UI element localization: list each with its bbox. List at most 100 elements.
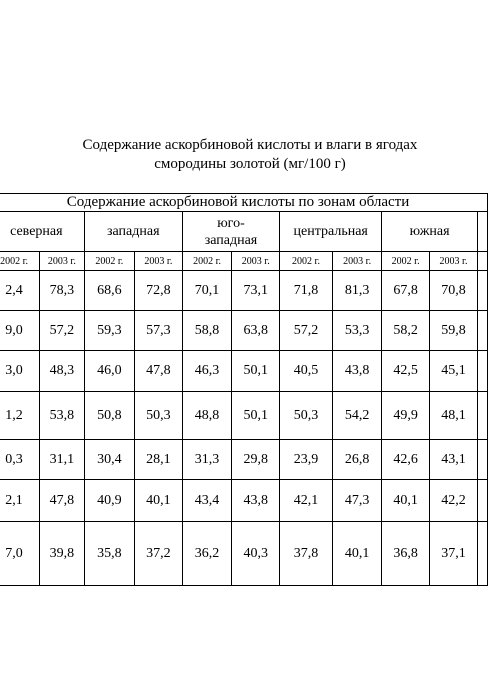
table-cell: 40,1 xyxy=(133,479,183,522)
year-header: 2002 г. xyxy=(181,251,233,271)
zone-label: юго- xyxy=(217,215,245,231)
table-cell: 7,0 xyxy=(0,521,41,586)
table-cell: 46,3 xyxy=(181,350,233,392)
table-cell: 50,3 xyxy=(133,391,183,440)
table-cell: 50,1 xyxy=(231,350,281,392)
table-cell: 40,1 xyxy=(381,479,431,522)
table-cell: 37,1 xyxy=(429,521,478,586)
table-cell: 49,9 xyxy=(381,391,431,440)
table-cell: 70,1 xyxy=(181,270,233,311)
table-cell: 2,4 xyxy=(0,270,41,311)
table-cell: 40,1 xyxy=(331,521,383,586)
group-header-row: Содержание аскорбиновой кислоты по зонам… xyxy=(0,193,488,212)
edge-cell xyxy=(476,479,489,522)
table-cell: 58,8 xyxy=(181,310,233,351)
year-header: 2003 г. xyxy=(231,251,281,271)
year-header: 2003 г. xyxy=(331,251,383,271)
table-cell: 53,3 xyxy=(331,310,383,351)
table-cell: 40,9 xyxy=(83,479,135,522)
table-row: 3,0 48,3 46,0 47,8 46,3 50,1 40,5 43,8 42,5 45,1 xyxy=(0,350,489,392)
table-cell: 58,2 xyxy=(381,310,431,351)
title-line-2: смородины золотой (мг/100 г) xyxy=(154,156,346,172)
table-cell: 36,8 xyxy=(381,521,431,586)
table-cell: 59,8 xyxy=(429,310,478,351)
zone-label: западная xyxy=(204,232,258,248)
table-cell: 57,3 xyxy=(133,310,183,351)
table-cell: 31,3 xyxy=(181,439,233,480)
zone-header: северная xyxy=(0,211,85,252)
table-cell: 39,8 xyxy=(39,521,85,586)
edge-cell xyxy=(476,391,489,440)
table-cell: 9,0 xyxy=(0,310,41,351)
year-header: 2003 г. xyxy=(39,251,85,271)
zone-label: северная xyxy=(10,224,63,239)
edge-cell xyxy=(476,270,489,311)
table-cell: 30,4 xyxy=(83,439,135,480)
zone-header: южная xyxy=(381,211,478,252)
table-cell: 29,8 xyxy=(231,439,281,480)
table-cell: 47,8 xyxy=(133,350,183,392)
document-title: Содержание аскорбиновой кислоты и влаги … xyxy=(0,136,500,174)
table-cell: 45,1 xyxy=(429,350,478,392)
table-cell: 70,8 xyxy=(429,270,478,311)
table-cell: 50,1 xyxy=(231,391,281,440)
table-cell: 0,3 xyxy=(0,439,41,480)
table-cell: 47,3 xyxy=(331,479,383,522)
table-cell: 48,1 xyxy=(429,391,478,440)
table-cell: 28,1 xyxy=(133,439,183,480)
table-row: 2,4 78,3 68,6 72,8 70,1 73,1 71,8 81,3 67,8 70,8 xyxy=(0,270,489,311)
table-row: 1,2 53,8 50,8 50,3 48,8 50,1 50,3 54,2 49,9 48,1 xyxy=(0,391,489,440)
edge-cell xyxy=(476,251,489,271)
table-cell: 73,1 xyxy=(231,270,281,311)
edge-cell xyxy=(476,310,489,351)
table-row: 9,0 57,2 59,3 57,3 58,8 63,8 57,2 53,3 58,2 59,8 xyxy=(0,310,489,351)
table-cell: 59,3 xyxy=(83,310,135,351)
table-cell: 67,8 xyxy=(381,270,431,311)
table-cell: 36,2 xyxy=(181,521,233,586)
zone-header: юго-западная xyxy=(181,211,281,252)
table-cell: 71,8 xyxy=(279,270,333,311)
zone-header: центральная xyxy=(279,211,383,252)
table-cell: 43,1 xyxy=(429,439,478,480)
year-header: 2002 г. xyxy=(279,251,333,271)
table-cell: 78,3 xyxy=(39,270,85,311)
table-cell: 37,8 xyxy=(279,521,333,586)
table-cell: 53,8 xyxy=(39,391,85,440)
table-cell: 81,3 xyxy=(331,270,383,311)
group-header: Содержание аскорбиновой кислоты по зонам… xyxy=(0,193,488,212)
table-cell: 23,9 xyxy=(279,439,333,480)
year-header-row: 2002 г. 2003 г. 2002 г. 2003 г. 2002 г. 2003 … xyxy=(0,251,489,271)
table-cell: 48,3 xyxy=(39,350,85,392)
table-cell: 68,6 xyxy=(83,270,135,311)
table-cell: 42,1 xyxy=(279,479,333,522)
year-header: 2002 г. xyxy=(83,251,135,271)
table-cell: 43,4 xyxy=(181,479,233,522)
year-header: 2002 г. xyxy=(0,251,41,271)
table-cell: 72,8 xyxy=(133,270,183,311)
edge-cell xyxy=(476,521,489,586)
table-cell: 42,6 xyxy=(381,439,431,480)
year-header: 2002 г. xyxy=(381,251,431,271)
zone-label: центральная xyxy=(293,224,368,239)
table-cell: 3,0 xyxy=(0,350,41,392)
table-cell: 57,2 xyxy=(279,310,333,351)
table-cell: 47,8 xyxy=(39,479,85,522)
edge-cell xyxy=(476,439,489,480)
table-cell: 54,2 xyxy=(331,391,383,440)
table-cell: 31,1 xyxy=(39,439,85,480)
edge-cell xyxy=(476,350,489,392)
table-cell: 40,5 xyxy=(279,350,333,392)
table-cell: 1,2 xyxy=(0,391,41,440)
table-cell: 35,8 xyxy=(83,521,135,586)
year-header: 2003 г. xyxy=(133,251,183,271)
year-header: 2003 г. xyxy=(429,251,478,271)
table-cell: 63,8 xyxy=(231,310,281,351)
table-cell: 57,2 xyxy=(39,310,85,351)
table-row: 2,1 47,8 40,9 40,1 43,4 43,8 42,1 47,3 40,1 42,2 xyxy=(0,479,489,522)
ascorbic-acid-table: Содержание аскорбиновой кислоты по зонам… xyxy=(0,193,489,586)
table-cell: 42,5 xyxy=(381,350,431,392)
zone-header: западная xyxy=(83,211,183,252)
table-row: 0,3 31,1 30,4 28,1 31,3 29,8 23,9 26,8 42,6 43,1 xyxy=(0,439,489,480)
table-cell: 42,2 xyxy=(429,479,478,522)
table-cell: 37,2 xyxy=(133,521,183,586)
